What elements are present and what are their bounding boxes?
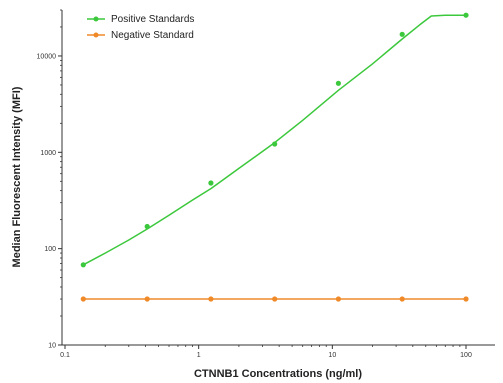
data-point-positive-standards [335, 80, 341, 86]
x-tick-label-3: 100 [460, 352, 472, 359]
x-tick-label-1: 1 [197, 352, 201, 359]
y-tick-label-1: 100 [44, 246, 56, 253]
legend-label-positive: Positive Standards [111, 14, 194, 25]
data-point-positive-standards [272, 141, 278, 147]
legend-item-negative: Negative Standard [87, 30, 194, 41]
legend-marker-negative [93, 32, 99, 38]
ticks: 0.1 1 10 100 10 100 1000 10000 [37, 9, 472, 359]
data-point-positive-standards [80, 262, 86, 268]
series [80, 12, 469, 302]
data-point-positive-standards [208, 180, 214, 186]
x-tick-label-2: 10 [328, 352, 336, 359]
data-point-positive-standards [144, 223, 150, 230]
legend: Positive Standards Negative Standard [87, 14, 194, 41]
data-point-negative-standard [208, 296, 214, 302]
data-point-positive-standards [463, 12, 469, 18]
y-tick-label-2: 1000 [40, 150, 56, 157]
legend-label-negative: Negative Standard [111, 30, 194, 41]
y-tick-label-3: 10000 [37, 53, 57, 60]
legend-item-positive: Positive Standards [87, 14, 194, 25]
x-tick-label-0: 0.1 [60, 352, 70, 359]
axes [61, 10, 495, 346]
x-axis-title: CTNNB1 Concentrations (ng/ml) [194, 368, 362, 380]
data-point-negative-standard [144, 296, 150, 302]
data-point-negative-standard [80, 296, 86, 302]
legend-marker-positive [93, 16, 99, 22]
series-line-positive-standards [82, 14, 466, 266]
y-axis-title: Median Fluorescent Intensity (MFI) [11, 86, 23, 267]
data-point-negative-standard [335, 296, 341, 302]
y-tick-label-0: 10 [48, 343, 56, 350]
data-point-positive-standards [399, 31, 405, 37]
data-point-negative-standard [399, 296, 405, 302]
data-point-negative-standard [463, 296, 469, 302]
data-point-negative-standard [272, 296, 278, 302]
